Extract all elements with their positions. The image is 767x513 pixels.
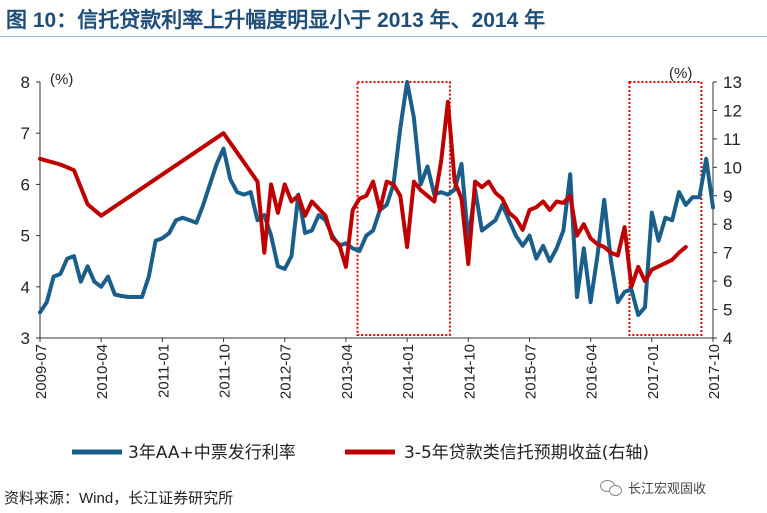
x-tick-label: 2014-10 <box>461 344 478 399</box>
right-tick-label: 9 <box>723 187 732 206</box>
right-tick-label: 6 <box>723 272 732 291</box>
left-axis-unit: (%) <box>50 71 73 88</box>
chart-title: 图 10：信托贷款利率上升幅度明显小于 2013 年、2014 年 <box>6 9 546 32</box>
x-tick-label: 2015-07 <box>522 344 539 399</box>
series-line-mtn-rate <box>38 80 715 317</box>
right-tick-label: 11 <box>723 130 741 149</box>
x-tick-label: 2013-04 <box>339 344 356 399</box>
left-tick-label: 6 <box>21 175 30 194</box>
x-tick-label: 2017-10 <box>706 344 723 399</box>
right-tick-label: 8 <box>723 215 732 234</box>
x-tick-label: 2014-01 <box>400 344 417 399</box>
left-tick-label: 3 <box>21 329 30 348</box>
source-note: 资料来源：Wind，长江证券研究所 <box>4 490 234 507</box>
right-tick-label: 13 <box>723 73 742 92</box>
legend-label-mtn-rate: 3年AA+中票发行利率 <box>128 443 296 463</box>
legend-label-trust-yield: 3-5年贷款类信托预期收益(右轴) <box>404 443 649 463</box>
x-tick-label: 2011-10 <box>217 344 234 398</box>
title-divider <box>0 36 767 37</box>
right-axis-unit: (%) <box>669 65 692 82</box>
x-tick-label: 2016-04 <box>584 344 601 399</box>
right-tick-label: 7 <box>723 244 732 263</box>
highlight-box <box>356 81 451 336</box>
left-tick-label: 4 <box>21 278 30 297</box>
right-tick-label: 4 <box>723 329 732 348</box>
left-tick-label: 7 <box>21 124 30 143</box>
dual-axis-line-chart: 3 4 5 6 7 8 4 5 6 7 8 9 10 11 12 13 (%) (%) 2009-07 2010-04… <box>21 65 742 463</box>
x-tick-label: 2010-04 <box>94 344 111 399</box>
right-tick-label: 10 <box>723 158 742 177</box>
series-line-trust-yield <box>38 99 688 289</box>
right-tick-label: 12 <box>723 101 742 120</box>
x-tick-label: 2011-01 <box>155 344 172 398</box>
watermark-text: 长江宏观固收 <box>628 481 707 496</box>
left-tick-label: 5 <box>21 227 30 246</box>
watermark: 长江宏观固收 <box>600 478 706 497</box>
x-tick-label: 2017-01 <box>645 344 662 399</box>
x-tick-label: 2009-07 <box>33 344 50 399</box>
highlight-box <box>628 81 703 336</box>
wechat-icon <box>600 479 622 496</box>
x-tick-label: 2012-07 <box>278 344 295 399</box>
left-tick-label: 8 <box>21 73 30 92</box>
right-tick-label: 5 <box>723 301 732 320</box>
